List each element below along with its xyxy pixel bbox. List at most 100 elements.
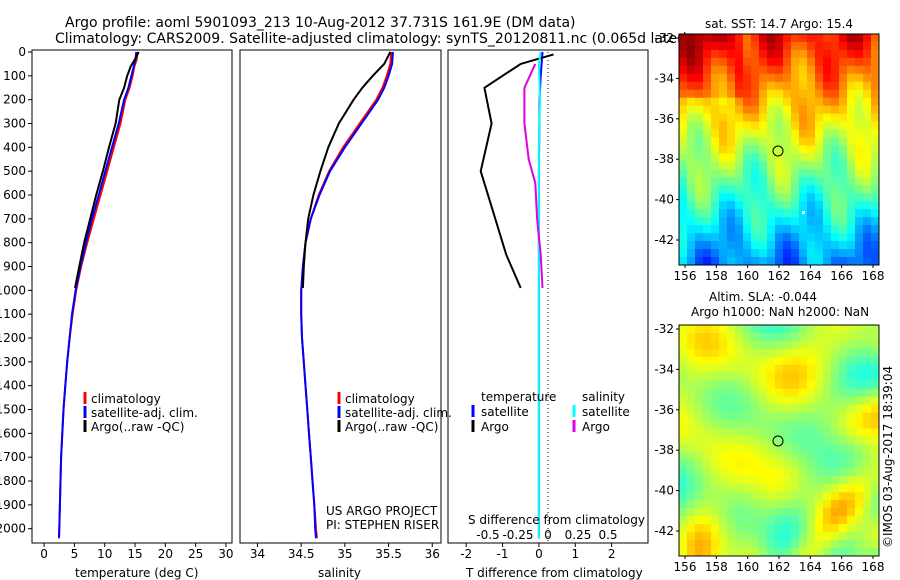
map-pixel [871,325,880,334]
map-pixel [719,548,728,557]
argo-location-marker [772,145,784,157]
y-tick-label: 1500 [0,403,26,417]
map-pixel [727,185,736,194]
map-pixel [711,452,720,461]
map-pixel [855,41,864,51]
map-pixel [783,201,792,210]
map-pixel [767,185,776,194]
map-pixel [799,169,808,178]
map-pixel [735,452,744,461]
map-pixel [679,73,688,83]
map-pixel [687,404,696,414]
map-pixel [703,257,712,266]
map-pixel [807,396,816,406]
y-tick-label: 800 [3,236,26,250]
map-pixel [831,476,840,485]
map-pixel [815,49,824,59]
map-pixel [799,225,808,234]
map-pixel [807,233,816,242]
map-pixel [855,380,864,390]
map-pixel [871,348,880,358]
map-pixel [711,516,720,525]
map-pixel [687,57,696,67]
map-pixel [783,404,792,414]
map-pixel [807,193,816,202]
map-pixel [759,129,768,139]
map-pixel [863,121,872,131]
map-pixel [831,89,840,99]
map-pixel [847,65,856,75]
map-pixel [719,209,728,218]
map-pixel [687,121,696,131]
map-pixel [679,121,688,131]
series-line-salinity-satellite [537,51,542,539]
map-x-tick-label: 162 [768,560,791,574]
map-pixel [719,73,728,83]
map-pixel [799,548,808,557]
map-pixel [679,460,688,469]
map-y-tick-label: -34 [654,71,674,85]
map-pixel [855,540,864,549]
map-pixel [839,548,848,557]
map-pixel [871,404,880,414]
map-pixel [783,41,792,51]
map-pixel [687,540,696,549]
map-pixel [719,332,728,342]
map-pixel [863,185,872,194]
map-pixel [871,412,880,422]
map-pixel [735,325,744,334]
map-pixel [839,177,848,186]
map-pixel [759,340,768,350]
map-pixel [839,145,848,154]
map-pixel [823,380,832,390]
map-pixel [831,372,840,382]
temperature-axes-frame [31,49,233,544]
map-pixel [839,34,848,43]
map-pixel [735,412,744,422]
map-pixel [743,532,752,541]
map-pixel [743,209,752,218]
map-pixel [703,49,712,59]
map-pixel [719,225,728,234]
map-pixel [791,396,800,406]
map-pixel [687,532,696,541]
map-pixel [799,436,808,445]
map-pixel [831,73,840,83]
map-pixel [807,428,816,438]
map-pixel [863,41,872,51]
map-pixel [831,137,840,147]
map-pixel [831,428,840,438]
map-pixel [759,153,768,162]
map-pixel [791,65,800,75]
map-pixel [823,500,832,509]
map-pixel [679,57,688,67]
map-pixel [839,412,848,422]
map-pixel [799,153,808,162]
map-pixel [823,468,832,477]
map-pixel [847,97,856,107]
map-pixel [775,57,784,67]
map-pixel [695,356,704,366]
map-pixel [727,65,736,75]
map-pixel [695,233,704,242]
map-pixel [799,41,808,51]
map-pixel [703,548,712,557]
map-pixel [807,460,816,469]
map-pixel [775,177,784,186]
x-tick-label: 25 [188,547,203,561]
map-pixel [863,217,872,226]
map-pixel [751,65,760,75]
map-pixel [791,169,800,178]
map-pixel [871,161,880,170]
map-pixel [791,89,800,99]
map-pixel [807,169,816,178]
map-pixel [863,105,872,115]
map-pixel [687,428,696,438]
map-pixel [783,548,792,557]
map-pixel [855,137,864,147]
map-pixel [759,396,768,406]
map-pixel [751,97,760,107]
map-pixel [839,452,848,461]
map-pixel [839,404,848,414]
map-pixel [679,81,688,91]
